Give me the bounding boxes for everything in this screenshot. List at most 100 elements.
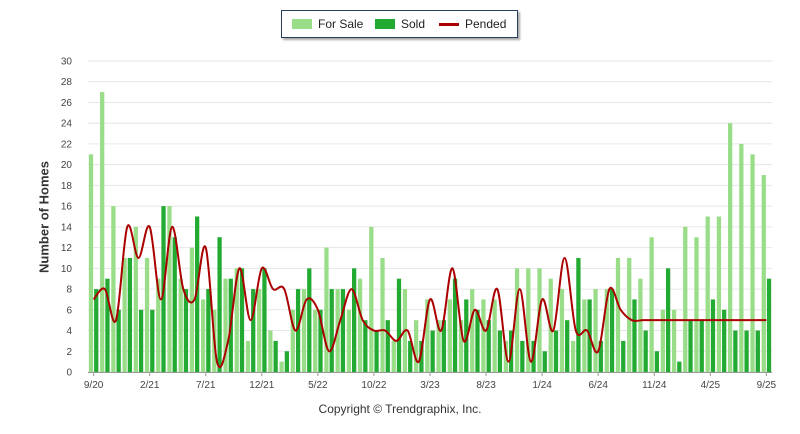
- sold-bar[interactable]: [576, 257, 581, 372]
- for-sale-bar[interactable]: [481, 299, 486, 372]
- for-sale-bar[interactable]: [167, 206, 172, 372]
- for-sale-bar[interactable]: [369, 226, 374, 372]
- for-sale-bar[interactable]: [660, 309, 665, 372]
- sold-bar[interactable]: [744, 330, 749, 372]
- sold-bar[interactable]: [497, 330, 503, 372]
- for-sale-bar[interactable]: [750, 154, 755, 372]
- sold-bar[interactable]: [340, 289, 346, 372]
- for-sale-bar[interactable]: [133, 226, 138, 372]
- for-sale-bar[interactable]: [245, 340, 251, 372]
- sold-bar[interactable]: [183, 289, 189, 372]
- sold-bar[interactable]: [352, 268, 357, 372]
- for-sale-bar[interactable]: [200, 299, 206, 372]
- sold-bar[interactable]: [464, 299, 469, 372]
- sold-bar[interactable]: [251, 289, 256, 372]
- for-sale-bar[interactable]: [380, 257, 385, 372]
- sold-bar[interactable]: [408, 340, 413, 372]
- sold-bar[interactable]: [441, 320, 446, 372]
- for-sale-bar[interactable]: [537, 268, 542, 372]
- for-sale-bar[interactable]: [290, 309, 295, 372]
- for-sale-bar[interactable]: [178, 278, 183, 372]
- sold-bar[interactable]: [363, 320, 368, 372]
- for-sale-bar[interactable]: [649, 237, 654, 372]
- sold-bar[interactable]: [217, 237, 222, 372]
- for-sale-bar[interactable]: [144, 257, 150, 372]
- for-sale-bar[interactable]: [559, 289, 565, 372]
- for-sale-bar[interactable]: [111, 206, 116, 372]
- sold-bar[interactable]: [710, 299, 716, 372]
- sold-bar[interactable]: [239, 268, 245, 372]
- sold-bar[interactable]: [609, 289, 615, 372]
- sold-bar[interactable]: [677, 361, 682, 372]
- for-sale-bar[interactable]: [447, 299, 452, 372]
- for-sale-bar[interactable]: [627, 257, 632, 372]
- for-sale-bar[interactable]: [492, 299, 497, 372]
- sold-bar[interactable]: [206, 289, 211, 372]
- sold-bar[interactable]: [733, 330, 738, 372]
- sold-bar[interactable]: [195, 216, 200, 373]
- for-sale-bar[interactable]: [346, 309, 352, 372]
- for-sale-bar[interactable]: [671, 309, 677, 372]
- for-sale-bar[interactable]: [279, 361, 284, 372]
- sold-bar[interactable]: [542, 351, 547, 372]
- sold-bar[interactable]: [318, 309, 323, 372]
- for-sale-bar[interactable]: [436, 320, 441, 372]
- sold-bar[interactable]: [374, 330, 379, 372]
- for-sale-bar[interactable]: [223, 278, 228, 372]
- for-sale-bar[interactable]: [694, 237, 699, 372]
- sold-bar[interactable]: [452, 278, 458, 372]
- sold-bar[interactable]: [150, 309, 155, 372]
- sold-bar[interactable]: [621, 340, 626, 372]
- for-sale-bar[interactable]: [357, 278, 363, 372]
- for-sale-bar[interactable]: [257, 289, 262, 372]
- for-sale-bar[interactable]: [458, 320, 464, 372]
- sold-bar[interactable]: [430, 330, 435, 372]
- for-sale-bar[interactable]: [391, 340, 396, 372]
- for-sale-bar[interactable]: [189, 247, 195, 372]
- sold-bar[interactable]: [138, 309, 144, 372]
- sold-bar[interactable]: [105, 278, 110, 372]
- sold-bar[interactable]: [385, 320, 390, 372]
- sold-bar[interactable]: [284, 351, 289, 372]
- sold-bar[interactable]: [688, 320, 693, 372]
- for-sale-bar[interactable]: [582, 299, 587, 372]
- sold-bar[interactable]: [520, 340, 525, 372]
- sold-bar[interactable]: [262, 268, 267, 372]
- for-sale-bar[interactable]: [683, 226, 688, 372]
- for-sale-bar[interactable]: [761, 175, 766, 372]
- for-sale-bar[interactable]: [301, 289, 307, 372]
- sold-bar[interactable]: [755, 330, 760, 372]
- for-sale-bar[interactable]: [593, 289, 598, 372]
- sold-bar[interactable]: [654, 351, 660, 372]
- sold-bar[interactable]: [632, 299, 637, 372]
- sold-bar[interactable]: [722, 309, 727, 372]
- for-sale-bar[interactable]: [615, 257, 621, 372]
- sold-bar[interactable]: [127, 257, 133, 372]
- for-sale-bar[interactable]: [727, 123, 733, 372]
- sold-bar[interactable]: [643, 330, 648, 372]
- sold-bar[interactable]: [486, 320, 491, 372]
- for-sale-bar[interactable]: [425, 299, 430, 372]
- sold-bar[interactable]: [172, 237, 177, 372]
- for-sale-bar[interactable]: [739, 143, 744, 372]
- sold-bar[interactable]: [766, 278, 772, 372]
- sold-bar[interactable]: [307, 268, 312, 372]
- sold-bar[interactable]: [553, 330, 559, 372]
- sold-bar[interactable]: [116, 309, 121, 372]
- sold-bar[interactable]: [598, 340, 603, 372]
- sold-bar[interactable]: [94, 289, 99, 372]
- sold-bar[interactable]: [396, 278, 402, 372]
- for-sale-bar[interactable]: [234, 268, 239, 372]
- for-sale-bar[interactable]: [716, 216, 722, 373]
- sold-bar[interactable]: [699, 320, 704, 372]
- for-sale-bar[interactable]: [88, 154, 94, 372]
- sold-bar[interactable]: [295, 289, 301, 372]
- sold-bar[interactable]: [419, 340, 424, 372]
- pended-series-line[interactable]: [92, 224, 767, 369]
- for-sale-bar[interactable]: [638, 278, 643, 372]
- for-sale-bar[interactable]: [414, 320, 419, 372]
- for-sale-bar[interactable]: [604, 289, 609, 372]
- for-sale-bar[interactable]: [526, 268, 531, 372]
- for-sale-bar[interactable]: [514, 268, 520, 372]
- for-sale-bar[interactable]: [470, 289, 475, 372]
